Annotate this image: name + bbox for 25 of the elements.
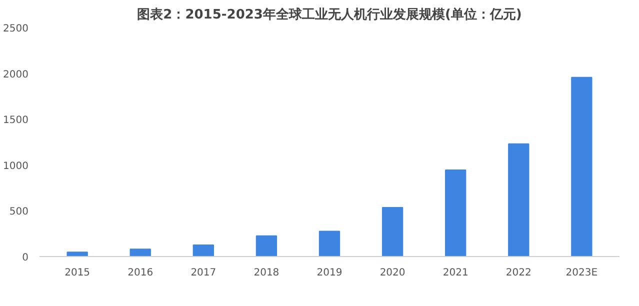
- x-tick-label: 2019: [316, 268, 342, 278]
- y-tick-label: 500: [9, 206, 29, 218]
- bar: [382, 206, 404, 256]
- bar: [445, 169, 466, 256]
- chart-title: 图表2：2015-2023年全球工业无人机行业发展规模(单位：亿元): [137, 6, 522, 22]
- x-tick-label: 2016: [128, 268, 154, 278]
- bar: [256, 235, 278, 256]
- x-tick-label: 2022: [506, 268, 532, 278]
- bar: [66, 252, 88, 256]
- y-tick-label: 1500: [3, 115, 29, 126]
- x-tick-label: 2018: [254, 268, 280, 278]
- y-tick-label: 1000: [3, 160, 29, 172]
- bar: [192, 244, 214, 256]
- x-tick-label: 2023E: [566, 268, 598, 278]
- x-tick-label: 2020: [380, 268, 406, 278]
- y-tick-label: 0: [22, 252, 29, 264]
- y-tick-label: 2000: [3, 69, 29, 80]
- x-tick-label: 2017: [190, 268, 216, 278]
- x-tick-label: 2015: [64, 268, 90, 278]
- bar: [318, 230, 340, 256]
- bar: [130, 248, 151, 256]
- y-tick-label: 2500: [3, 24, 29, 34]
- bar: [508, 143, 530, 256]
- x-tick-label: 2021: [442, 268, 468, 278]
- bar: [571, 76, 592, 256]
